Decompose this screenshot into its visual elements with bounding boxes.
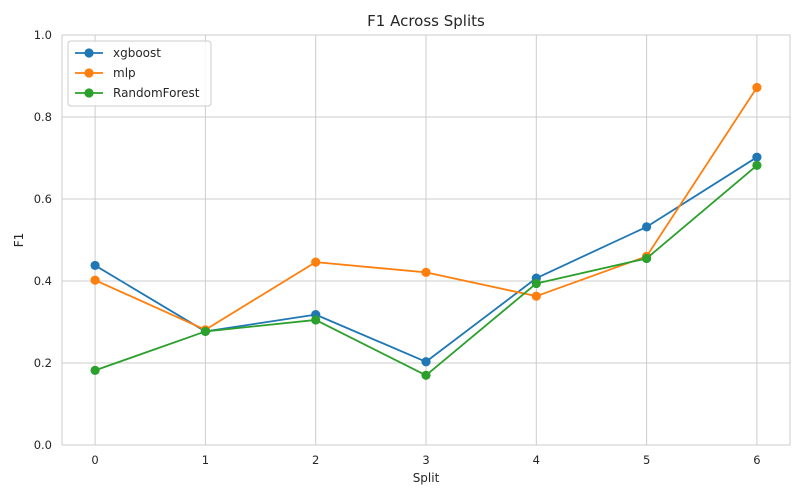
data-point (90, 365, 100, 375)
legend-label: mlp (113, 66, 136, 80)
y-tick-label: 0.0 (34, 438, 52, 452)
data-point (752, 82, 762, 93)
x-axis-label: Split (413, 471, 440, 485)
legend-marker (84, 88, 94, 98)
y-tick-label: 1.0 (34, 28, 52, 42)
y-tick-label: 0.6 (34, 192, 52, 206)
x-tick-label: 5 (643, 453, 650, 467)
x-tick-label: 1 (202, 453, 209, 467)
y-tick-label: 0.2 (34, 356, 52, 370)
legend-marker (84, 48, 94, 58)
data-point (642, 222, 652, 232)
data-point (421, 267, 431, 277)
x-tick-label: 6 (753, 453, 760, 467)
y-tick-label: 0.8 (34, 110, 52, 124)
legend-label: xgboost (113, 46, 161, 60)
data-point (90, 260, 100, 271)
chart-title: F1 Across Splits (367, 12, 485, 30)
data-point (421, 370, 431, 380)
legend-label: RandomForest (113, 86, 200, 100)
data-point (311, 257, 321, 267)
y-tick-label: 0.4 (34, 274, 52, 288)
data-point (200, 326, 210, 337)
legend-box (67, 40, 212, 107)
data-point (311, 315, 321, 325)
legend-entry: RandomForest (75, 86, 200, 100)
series-RandomForest (90, 160, 762, 380)
legend-entry: xgboost (75, 46, 161, 60)
data-point (752, 152, 762, 162)
data-point (531, 291, 541, 301)
data-point (642, 253, 652, 264)
data-point (90, 275, 100, 285)
plot-frame (61, 34, 791, 446)
x-tick-label: 3 (422, 453, 429, 467)
legend: xgboost mlp RandomForest (67, 40, 212, 107)
data-point (421, 357, 431, 367)
data-point (752, 160, 762, 170)
y-axis-label: F1 (12, 233, 26, 248)
data-point (531, 278, 541, 289)
tick-labels: 0 1 2 3 4 5 6 0.0 0.2 0.4 0.6 0.8 1.0 (34, 28, 761, 467)
x-tick-label: 4 (533, 453, 540, 467)
x-tick-label: 0 (91, 453, 98, 467)
series-group (90, 82, 762, 380)
x-tick-label: 2 (312, 453, 319, 467)
legend-entry: mlp (75, 66, 136, 80)
legend-marker (84, 68, 94, 78)
